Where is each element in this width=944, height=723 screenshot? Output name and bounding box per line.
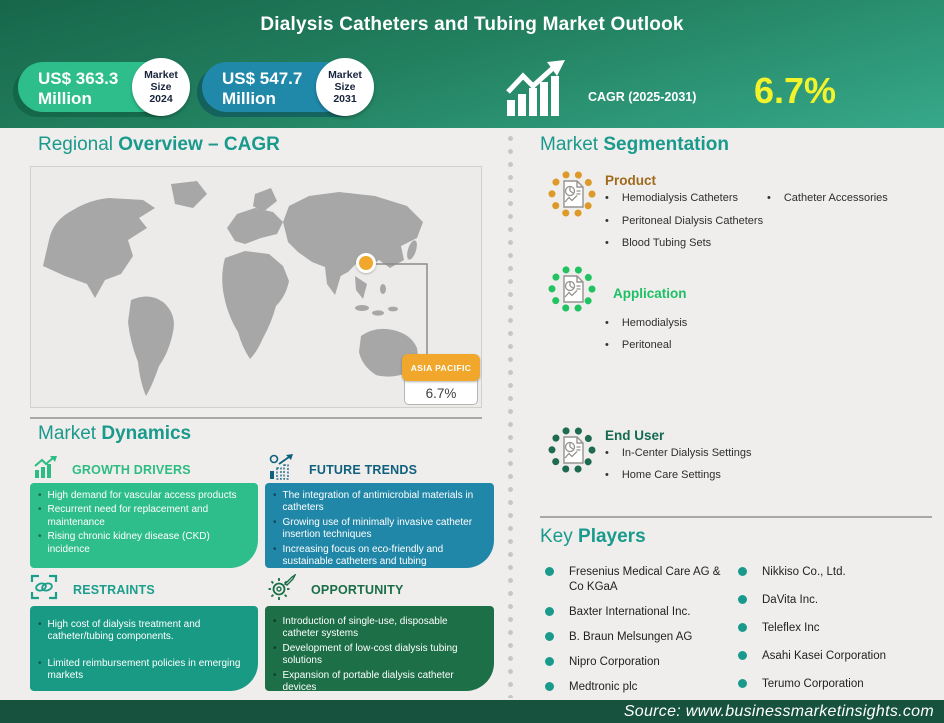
end-user-item: Home Care Settings xyxy=(605,469,721,481)
restraints-header: RESTRAINTS xyxy=(30,574,155,605)
bullet-dot xyxy=(545,606,554,616)
key-player-item: Nipro Corporation xyxy=(545,655,723,670)
key-player-item: Medtronic plc xyxy=(545,680,723,695)
application-label: Application xyxy=(613,286,687,301)
region-callout-title: ASIA PACIFIC xyxy=(402,354,480,381)
bullet-dot xyxy=(545,631,554,641)
bullet-item: High cost of dialysis treatment and cath… xyxy=(38,619,248,644)
market-size-badge-2024: Market Size 2024 xyxy=(132,58,190,116)
regional-overview-heading: Regional Overview – CAGR xyxy=(38,134,280,155)
growth-drivers-card: High demand for vascular access products… xyxy=(30,483,258,568)
footer-bar: Source: www.businessmarketinsights.com xyxy=(0,700,944,723)
market-size-badge-2031: Market Size 2031 xyxy=(316,58,374,116)
bullet-dot xyxy=(738,650,747,660)
chain-link-icon xyxy=(30,574,58,605)
key-player-item: Teleflex Inc xyxy=(738,621,923,636)
market-size-pill-2031: US$ 547.7 Million Market Size 2031 xyxy=(202,58,374,116)
bullet-dot xyxy=(738,567,747,576)
region-callout-value: 6.7% xyxy=(404,377,478,405)
asia-pacific-marker-dot xyxy=(356,253,376,273)
key-player-item: DaVita Inc. xyxy=(738,593,923,608)
end-user-document-chart-icon xyxy=(545,423,599,477)
region-callout: ASIA PACIFIC 6.7% xyxy=(402,354,480,405)
bullet-dot xyxy=(738,594,747,604)
pill-value: US$ 547.7 xyxy=(222,69,303,88)
key-player-item: Terumo Corporation xyxy=(738,677,923,692)
bullet-dot xyxy=(545,567,554,576)
section-divider xyxy=(540,516,932,518)
application-item: Peritoneal xyxy=(605,339,672,351)
bullet-item: Expansion of portable dialysis catheter … xyxy=(273,670,484,691)
key-players-column-2: Nikkiso Co., Ltd. DaVita Inc. Teleflex I… xyxy=(738,565,923,692)
key-players-heading: Key Players xyxy=(540,526,646,547)
product-item: Blood Tubing Sets xyxy=(605,237,711,249)
bullet-item: Introduction of single-use, disposable c… xyxy=(273,616,484,641)
key-players-column-1: Fresenius Medical Care AG & Co KGaA Baxt… xyxy=(545,565,723,695)
bullet-dot xyxy=(738,678,747,688)
bullet-dot xyxy=(545,681,554,691)
section-divider xyxy=(30,417,482,419)
trends-chart-icon xyxy=(268,454,294,485)
market-size-value-2024: US$ 363.3 Million xyxy=(38,69,118,110)
key-player-item: Baxter International Inc. xyxy=(545,605,723,620)
product-label: Product xyxy=(605,173,657,188)
growth-chart-icon xyxy=(33,456,57,483)
end-user-item: In-Center Dialysis Settings xyxy=(605,447,752,459)
restraints-card: High cost of dialysis treatment and cath… xyxy=(30,606,258,691)
bullet-item: Recurrent need for replacement and maint… xyxy=(38,504,248,529)
key-player-item: Fresenius Medical Care AG & Co KGaA xyxy=(545,565,723,595)
key-player-item: Nikkiso Co., Ltd. xyxy=(738,565,923,580)
pill-unit: Million xyxy=(222,89,276,109)
bullet-dot xyxy=(545,656,554,666)
product-document-chart-icon xyxy=(545,167,599,221)
future-trends-header: FUTURE TRENDS xyxy=(268,454,417,485)
opportunity-header: OPPORTUNITY xyxy=(268,572,403,605)
bullet-item: Growing use of minimally invasive cathet… xyxy=(273,517,484,542)
key-player-item: Asahi Kasei Corporation xyxy=(738,649,923,664)
market-size-value-2031: US$ 547.7 Million xyxy=(222,69,302,110)
future-trends-card: The integration of antimicrobial materia… xyxy=(265,483,494,568)
product-item: Hemodialysis Catheters xyxy=(605,192,738,204)
market-dynamics-heading: Market Dynamics xyxy=(38,423,192,444)
gear-pencil-icon xyxy=(268,572,297,605)
growth-drivers-header: GROWTH DRIVERS xyxy=(33,456,191,483)
pill-unit: Million xyxy=(38,89,92,109)
dotted-divider xyxy=(508,136,513,698)
product-item: Catheter Accessories xyxy=(767,192,888,204)
application-item: Hemodialysis xyxy=(605,317,687,329)
product-item: Peritoneal Dialysis Catheters xyxy=(605,215,763,227)
bullet-item: Increasing focus on eco-friendly and sus… xyxy=(273,544,484,568)
market-segmentation-heading: Market Segmentation xyxy=(540,134,729,155)
cagr-value: 6.7% xyxy=(754,70,837,111)
bullet-item: Development of low-cost dialysis tubing … xyxy=(273,643,484,668)
source-link[interactable]: Source: www.businessmarketinsights.com xyxy=(623,702,934,720)
application-document-chart-icon xyxy=(545,262,599,316)
bullet-item: Limited reimbursement policies in emergi… xyxy=(38,658,248,683)
bullet-item: Rising chronic kidney disease (CKD) inci… xyxy=(38,531,248,556)
bullet-item: The integration of antimicrobial materia… xyxy=(273,490,484,515)
cagr-label: CAGR (2025-2031) xyxy=(588,90,697,104)
growth-bar-chart-icon xyxy=(505,60,567,116)
key-player-item: B. Braun Melsungen AG xyxy=(545,630,723,645)
bullet-item: High demand for vascular access products xyxy=(38,490,248,502)
world-map: ASIA PACIFIC 6.7% xyxy=(30,166,482,408)
pill-value: US$ 363.3 xyxy=(38,69,119,88)
market-size-pill-2024: US$ 363.3 Million Market Size 2024 xyxy=(18,58,190,116)
page-title: Dialysis Catheters and Tubing Market Out… xyxy=(260,14,684,35)
opportunity-card: Introduction of single-use, disposable c… xyxy=(265,606,494,691)
header-banner: Dialysis Catheters and Tubing Market Out… xyxy=(0,0,944,128)
bullet-dot xyxy=(738,622,747,632)
end-user-label: End User xyxy=(605,428,665,443)
